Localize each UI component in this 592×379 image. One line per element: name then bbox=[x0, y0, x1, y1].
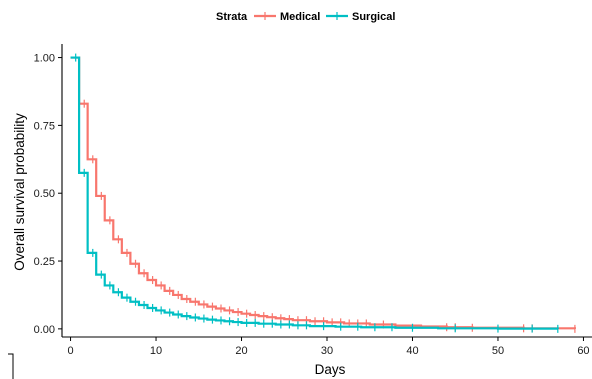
x-tick-label: 30 bbox=[321, 345, 333, 357]
x-tick-label: 50 bbox=[492, 345, 504, 357]
y-tick-label: 0.25 bbox=[34, 256, 55, 268]
y-tick-label: 0.00 bbox=[34, 324, 55, 336]
legend-label-medical: Medical bbox=[280, 11, 320, 23]
km-curve-medical bbox=[70, 56, 577, 330]
legend-item-medical: Medical bbox=[254, 11, 320, 23]
legend-item-surgical: Surgical bbox=[326, 11, 395, 23]
series-medical bbox=[70, 56, 577, 333]
y-tick-label: 1.00 bbox=[34, 53, 55, 65]
legend: Strata Medical Surgical bbox=[216, 11, 395, 23]
y-tick-label: 0.50 bbox=[34, 188, 55, 200]
x-tick-label: 20 bbox=[235, 345, 247, 357]
series-surgical bbox=[70, 53, 559, 333]
y-axis-ticks: 0.00 0.25 0.50 0.75 1.00 bbox=[34, 53, 62, 336]
plot-series bbox=[70, 53, 577, 333]
x-tick-label: 40 bbox=[406, 345, 418, 357]
legend-label-surgical: Surgical bbox=[352, 11, 395, 23]
y-tick-label: 0.75 bbox=[34, 120, 55, 132]
corner-bracket bbox=[8, 353, 14, 379]
x-axis-ticks: 0 10 20 30 40 50 60 bbox=[67, 337, 590, 357]
km-curve-surgical bbox=[70, 56, 559, 330]
x-tick-label: 10 bbox=[150, 345, 162, 357]
x-tick-label: 60 bbox=[577, 345, 589, 357]
x-tick-label: 0 bbox=[67, 345, 73, 357]
y-axis-title: Overall survival probability bbox=[12, 113, 27, 271]
x-axis-title: Days bbox=[315, 362, 346, 377]
legend-title: Strata bbox=[216, 11, 248, 23]
